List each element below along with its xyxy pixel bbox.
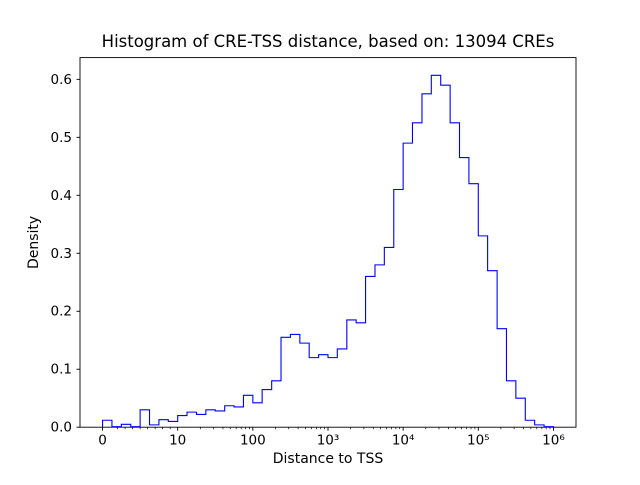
histogram-series [102,74,554,428]
y-tick-label: 0.6 [51,72,72,88]
axes-box [79,57,577,428]
y-tick-label: 0.5 [51,130,72,146]
y-axis-label: Density [26,216,42,269]
chart-title: Histogram of CRE-TSS distance, based on:… [102,32,555,51]
x-tick-label: 0 [98,433,107,449]
x-tick-label: 100 [240,433,266,449]
x-axis-minor-ticks [117,427,551,430]
x-tick-label: 10⁴ [392,433,415,449]
y-tick-label: 0.4 [51,188,72,204]
y-tick-label: 0.0 [51,420,72,436]
axis-tick-labels: 0 10 100 10³ 10⁴ 10⁵ 10⁶ 0.0 0.1 0.2 0.3 0.4 0.5 0.6 [51,72,565,449]
x-axis-label: Distance to TSS [273,451,384,467]
axis-major-ticks [76,78,554,431]
x-tick-label: 10⁵ [467,433,490,449]
y-tick-label: 0.3 [51,246,72,262]
x-tick-label: 10⁶ [542,433,565,449]
y-tick-label: 0.2 [51,304,72,320]
histogram-line [102,74,554,428]
x-tick-label: 10³ [317,433,340,449]
x-tick-label: 10 [169,433,186,449]
y-tick-label: 0.1 [51,362,72,378]
